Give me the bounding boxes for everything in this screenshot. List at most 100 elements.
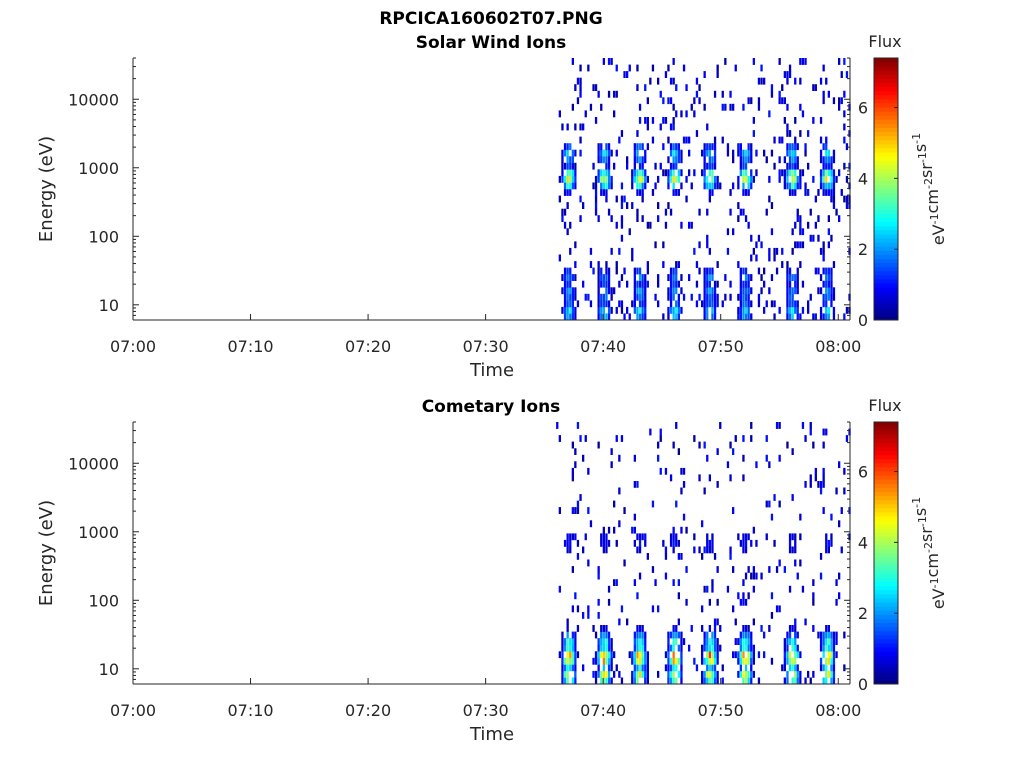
spectrogram-cell — [669, 123, 673, 131]
spectrogram-cell — [662, 261, 665, 268]
spectrogram-cell — [638, 103, 642, 111]
spectrogram-cell — [737, 215, 740, 222]
spectrogram-cell — [768, 461, 771, 469]
spectrogram-cell — [566, 306, 569, 314]
colorbar-segment — [874, 90, 898, 96]
spectrogram-cell — [664, 221, 668, 229]
x-tick-label: 07:40 — [580, 337, 626, 356]
spectrogram-cell — [794, 631, 797, 639]
spectrogram-cell — [563, 306, 567, 314]
spectrogram-cell — [566, 280, 569, 288]
spectrogram-cell — [796, 280, 799, 288]
spectrogram-cell — [706, 175, 709, 183]
spectrogram-cell — [739, 293, 742, 301]
spectrogram-cell — [791, 287, 794, 295]
spectrogram-cell — [827, 631, 830, 639]
spectrogram-cell — [812, 234, 815, 242]
spectrogram-cell — [662, 241, 665, 249]
spectrogram-cell — [587, 64, 590, 72]
colorbar-segment — [874, 315, 898, 321]
spectrogram-cell — [757, 651, 761, 659]
spectrogram-cell — [607, 182, 611, 190]
spectrogram-cell — [703, 175, 706, 183]
spectrogram-cell — [566, 539, 569, 547]
spectrogram-cell — [703, 441, 706, 449]
spectrogram-cell — [558, 254, 561, 262]
colorbar-segment — [874, 638, 898, 644]
spectrogram-cell — [602, 625, 605, 632]
spectrogram-cell — [778, 559, 781, 567]
spectrogram-cell — [742, 300, 745, 308]
spectrogram-cell — [638, 143, 642, 151]
spectrogram-cell — [602, 175, 605, 183]
spectrogram-cell — [744, 313, 748, 321]
spectrogram-cell — [558, 195, 561, 203]
colorbar-segment — [874, 172, 898, 178]
spectrogram-cell — [812, 625, 815, 632]
spectrogram-cell — [822, 300, 825, 308]
spectrogram-cell — [827, 162, 830, 170]
spectrogram-cell — [711, 182, 714, 190]
spectrogram-cell — [794, 117, 797, 124]
spectrogram-cell — [812, 441, 815, 449]
spectrogram-cell — [672, 644, 675, 652]
spectrogram-cell — [711, 189, 714, 196]
spectrogram-cell — [817, 287, 820, 295]
colorbar-segment — [874, 565, 898, 570]
spectrogram-cell — [734, 638, 737, 645]
x-tick-label: 08:00 — [815, 337, 861, 356]
spectrogram-cell — [620, 221, 624, 229]
colorbar-segment — [874, 593, 898, 599]
spectrogram-cell — [600, 677, 603, 685]
spectrogram-cell — [845, 306, 849, 314]
spectrogram-cell — [669, 670, 673, 678]
spectrogram-cell — [708, 546, 711, 554]
spectrogram-cell — [788, 657, 792, 665]
spectrogram-cell — [675, 500, 678, 508]
spectrogram-cell — [610, 461, 613, 469]
spectrogram-cell — [830, 300, 833, 308]
spectrogram-cell — [597, 598, 600, 606]
spectrogram-cell — [819, 175, 823, 183]
spectrogram-cell — [688, 149, 691, 157]
spectrogram-cell — [600, 169, 603, 177]
spectrogram-cell — [786, 441, 789, 449]
spectrogram-cell — [750, 657, 753, 665]
spectrogram-cell — [732, 182, 735, 190]
spectrogram-cell — [659, 435, 662, 442]
spectrogram-cell — [610, 657, 613, 665]
spectrogram-cell — [742, 435, 745, 442]
spectrogram-cell — [835, 175, 838, 183]
spectrogram-cell — [744, 631, 748, 639]
spectrogram-cell — [796, 241, 799, 249]
spectrogram-cell — [729, 208, 732, 216]
spectrogram-cell — [822, 313, 825, 321]
spectrogram-cell — [638, 313, 642, 321]
spectrogram-cell — [602, 631, 605, 639]
spectrogram-cell — [651, 136, 655, 144]
spectrogram-cell — [726, 461, 730, 469]
spectrogram-cell — [566, 287, 569, 295]
spectrogram-cell — [750, 149, 753, 157]
spectrogram-cell — [726, 143, 730, 151]
colorbar-segment — [874, 610, 898, 615]
spectrogram-cell — [633, 143, 636, 151]
spectrogram-cell — [744, 189, 748, 196]
spectrogram-cell — [571, 103, 574, 111]
spectrogram-cell — [770, 300, 774, 308]
spectrogram-cell — [827, 228, 830, 236]
spectrogram-cell — [563, 664, 567, 672]
spectrogram-cell — [561, 677, 564, 685]
spectrogram-cell — [594, 202, 598, 209]
spectrogram-cell — [561, 670, 564, 678]
spectrogram-cell — [579, 123, 582, 131]
spectrogram-cell — [713, 280, 717, 288]
spectrogram-cell — [719, 644, 722, 652]
spectrogram-cell — [706, 677, 709, 685]
spectrogram-cell — [610, 175, 613, 183]
spectrogram-cell — [566, 293, 569, 301]
spectrogram-cell — [755, 149, 758, 157]
spectrogram-cell — [825, 267, 828, 275]
spectrogram-cell — [708, 274, 711, 281]
spectrogram-cell — [832, 97, 836, 105]
